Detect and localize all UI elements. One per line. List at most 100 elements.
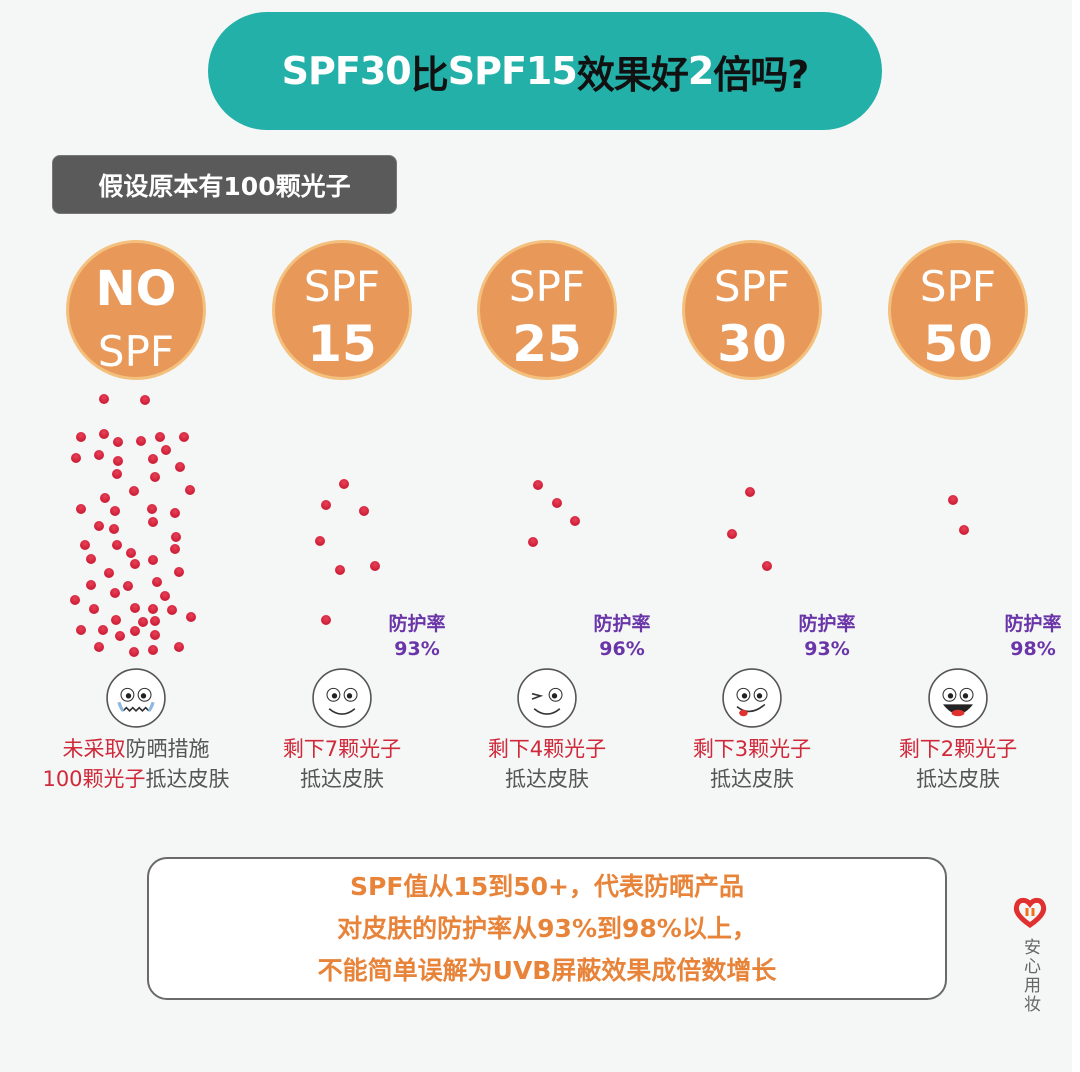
conclusion-line: 不能简单误解为UVB屏蔽效果成倍数增长 xyxy=(317,955,777,985)
photon-dot xyxy=(94,521,104,531)
caption: 剩下2颗光子 抵达皮肤 xyxy=(838,734,1078,794)
photon-dot xyxy=(370,561,380,571)
photon-dot xyxy=(94,642,104,652)
title-part: 2 xyxy=(687,49,714,93)
caption-red: 剩下4颗光子 xyxy=(487,737,607,761)
photon-dot xyxy=(130,603,140,613)
rate-label: 防护率 xyxy=(798,613,856,635)
caption-red: 剩下2颗光子 xyxy=(898,737,1018,761)
spf-badge: SPF 25 xyxy=(477,240,617,380)
title-part: SPF30 xyxy=(281,49,412,93)
photon-dot xyxy=(170,508,180,518)
photon-dot xyxy=(186,612,196,622)
caption-red: 剩下7颗光子 xyxy=(282,737,402,761)
badge-bottom: SPF xyxy=(97,327,175,376)
photon-dot xyxy=(104,568,114,578)
rate-label: 防护率 xyxy=(388,613,446,635)
photon-dot xyxy=(123,581,133,591)
tongue-face-icon xyxy=(722,668,782,732)
photon-dot xyxy=(745,487,755,497)
spf-badge: SPF 30 xyxy=(682,240,822,380)
photon-dot xyxy=(138,617,148,627)
photon-dot xyxy=(155,432,165,442)
laugh-face-icon xyxy=(928,668,988,732)
photon-dot xyxy=(335,565,345,575)
title-part: 倍吗? xyxy=(713,52,809,97)
spf-badge: SPF 15 xyxy=(272,240,412,380)
caption: 剩下7颗光子 抵达皮肤 xyxy=(222,734,462,794)
photon-dot xyxy=(148,454,158,464)
protection-rate: 防护率 96% xyxy=(567,612,677,662)
photon-dot xyxy=(112,540,122,550)
caption-gray: 抵达皮肤 xyxy=(145,767,230,791)
badge-top: SPF xyxy=(919,262,997,311)
caption: 未采取防晒措施 100颗光子抵达皮肤 xyxy=(16,734,256,794)
photon-dot xyxy=(321,500,331,510)
photon-dot xyxy=(152,577,162,587)
photon-dot xyxy=(140,395,150,405)
photon-dot xyxy=(129,647,139,657)
caption-red: 剩下3颗光子 xyxy=(692,737,812,761)
photon-dot xyxy=(129,486,139,496)
caption: 剩下3颗光子 抵达皮肤 xyxy=(632,734,872,794)
photon-dot xyxy=(71,453,81,463)
photon-dot xyxy=(148,555,158,565)
photon-dot xyxy=(130,626,140,636)
badge-top: SPF xyxy=(303,262,381,311)
conclusion-line: SPF值从15到50+，代表防晒产品 xyxy=(350,871,744,901)
photon-dot xyxy=(727,529,737,539)
photon-dot xyxy=(175,462,185,472)
caption-red: 未采取 xyxy=(62,737,126,761)
photon-dot xyxy=(762,561,772,571)
photon-dot xyxy=(171,532,181,542)
photon-dot xyxy=(86,580,96,590)
photon-dot xyxy=(86,554,96,564)
title-part: 效果好 xyxy=(576,52,689,97)
caption-red: 100颗光子 xyxy=(42,767,146,791)
protection-rate: 防护率 93% xyxy=(362,612,472,662)
title-banner: SPF30 比 SPF15 效果好 2 倍吗? xyxy=(208,12,882,130)
photon-dot xyxy=(136,436,146,446)
badge-bottom: 25 xyxy=(512,315,582,373)
photon-dot xyxy=(321,615,331,625)
photon-dot xyxy=(99,429,109,439)
photon-dot xyxy=(160,591,170,601)
assumption-label: 假设原本有100颗光子 xyxy=(52,155,397,214)
photon-dot xyxy=(70,595,80,605)
caption-gray: 抵达皮肤 xyxy=(505,767,589,791)
spf-badge: SPF 50 xyxy=(888,240,1028,380)
photon-dot xyxy=(99,394,109,404)
protection-rate: 防护率 98% xyxy=(978,612,1080,662)
photon-dot xyxy=(147,504,157,514)
rate-value: 93% xyxy=(394,638,440,660)
photon-dot xyxy=(150,616,160,626)
photon-dot xyxy=(533,480,543,490)
photon-dot xyxy=(89,604,99,614)
rate-value: 93% xyxy=(804,638,850,660)
title-part: 比 xyxy=(410,52,449,97)
photon-dot xyxy=(315,536,325,546)
rate-label: 防护率 xyxy=(1004,613,1062,635)
photon-dot xyxy=(359,506,369,516)
rate-label: 防护率 xyxy=(593,613,651,635)
photon-dot xyxy=(948,495,958,505)
photon-dot xyxy=(109,524,119,534)
crying-face-icon xyxy=(106,668,166,732)
photon-dot xyxy=(174,642,184,652)
photon-dot xyxy=(94,450,104,460)
caption-gray: 防晒措施 xyxy=(125,737,210,761)
conclusion-box: SPF值从15到50+，代表防晒产品 对皮肤的防护率从93%到98%以上， 不能… xyxy=(147,857,947,1000)
photon-dot xyxy=(100,493,110,503)
rate-value: 98% xyxy=(1010,638,1056,660)
rate-value: 96% xyxy=(599,638,645,660)
caption-gray: 抵达皮肤 xyxy=(300,767,384,791)
photon-dot xyxy=(112,469,122,479)
photon-dot xyxy=(167,605,177,615)
caption-gray: 抵达皮肤 xyxy=(710,767,794,791)
caption-gray: 抵达皮肤 xyxy=(916,767,1000,791)
photon-dot xyxy=(339,479,349,489)
photon-dot xyxy=(80,540,90,550)
photon-dot xyxy=(179,432,189,442)
photon-dot xyxy=(185,485,195,495)
